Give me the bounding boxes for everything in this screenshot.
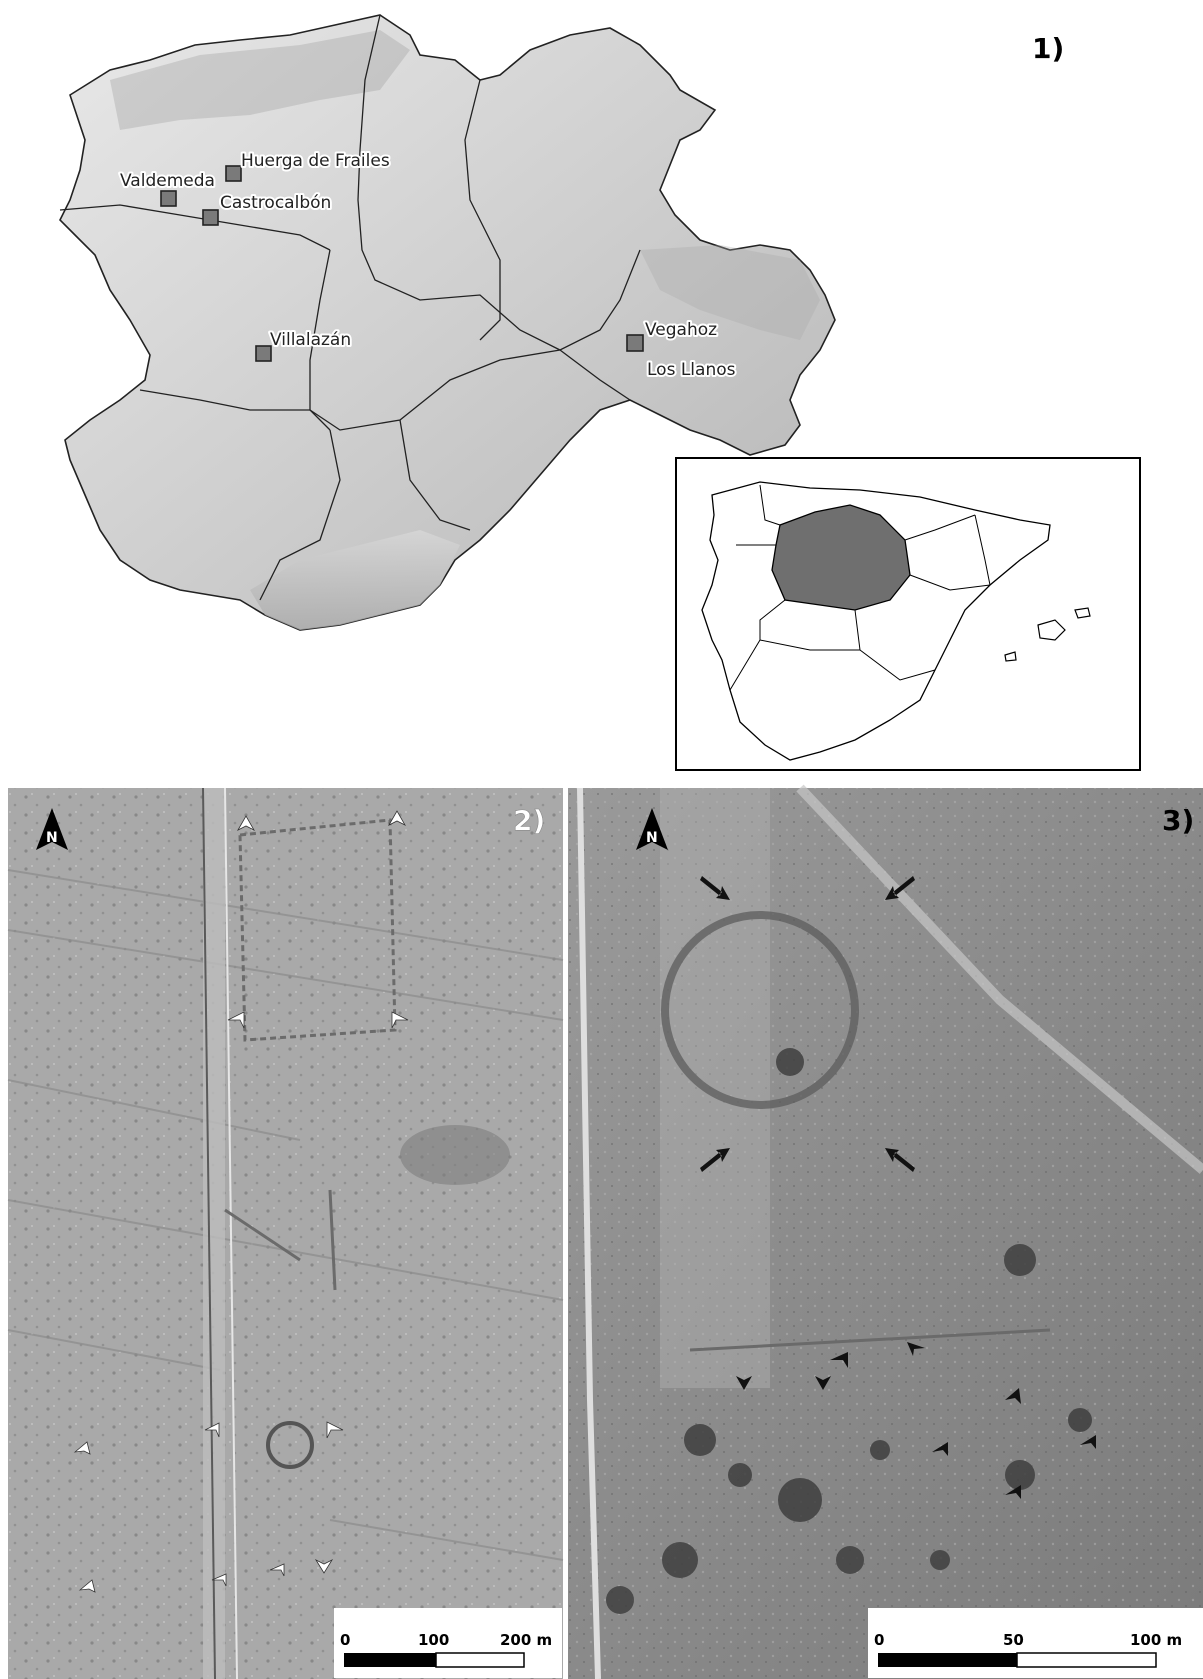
earthworks [224,818,397,1469]
road-left [577,787,601,1679]
diagonal-track [796,784,1203,1174]
svg-text:Vegahoz: Vegahoz [645,320,717,340]
site-labels: Huerga de Frailes Huerga de Frailes Vald… [118,149,738,382]
north-arrow-icon [636,808,668,850]
marker-valdemeda [160,190,177,207]
scale-bar-3-white [1016,1652,1157,1668]
panel-3-texture [568,788,1203,1679]
scale-3-tick-2: 100 m [1130,1631,1182,1649]
castilla-leon-relief [59,14,836,631]
label-valdemeda: Valdemeda [120,171,215,191]
black-arrowheads [736,1342,1096,1499]
inset-region-borders [729,484,991,691]
mountain-relief-east [640,245,820,340]
vegetation-patch [400,1125,510,1185]
panel-1-label: 1) [1032,32,1064,65]
north-arrow-icon [36,808,68,850]
panel-2-lidar-hillshade: N 2) 0 100 200 m [7,787,564,1679]
marker-vegahoz [626,334,644,352]
road-edge [202,787,216,1679]
label-los-llanos: Los Llanos [647,360,736,380]
road-edge [224,787,238,1679]
black-arrows [700,876,915,1172]
label-huerga-de-frailes: Huerga de Frailes [241,151,390,171]
panel-3-label: 3) [1162,804,1194,837]
scale-bar-2: 0 100 200 m [334,1608,562,1678]
site-markers [160,165,644,362]
balearic-islands [1004,607,1091,662]
svg-text:Valdemeda: Valdemeda [120,171,215,191]
scale-bar-3: 0 50 100 m [868,1608,1203,1678]
province-boundaries [59,14,641,601]
marker-castrocalbon [202,209,219,226]
scale-2-tick-1: 100 [418,1631,449,1649]
panel-2-label: 2) [513,804,545,837]
scale-2-tick-0: 0 [340,1631,350,1649]
north-label-2: N [46,830,58,846]
scale-3-tick-0: 0 [874,1631,884,1649]
scale-bar-3-black [878,1653,1017,1667]
mountain-relief-south [250,530,460,630]
scale-3-tick-1: 50 [1003,1631,1024,1649]
tree-clusters [606,1048,1092,1614]
label-vegahoz: Vegahoz [645,320,717,340]
panel-2-texture [8,788,563,1679]
label-castrocalbon: Castrocalbón [220,193,331,213]
north-arrow-3: N [636,808,668,850]
marker-huerga [225,165,242,182]
circular-enclosure [661,911,859,1109]
castilla-leon-inset [771,504,911,611]
label-villalazan: Villalazán [270,330,351,350]
field-strip [660,788,770,1388]
scale-2-tick-2: 200 m [500,1631,552,1649]
panel-1-regional-map: Huerga de Frailes Huerga de Frailes Vald… [59,14,1141,771]
svg-text:Los Llanos: Los Llanos [647,360,736,380]
panel-3-aerial-photo: N 3) 0 50 100 m [568,784,1203,1679]
svg-text:Villalazán: Villalazán [270,330,351,350]
road-track [203,788,225,1679]
svg-text:Huerga de Frailes: Huerga de Frailes [241,151,390,171]
scale-bar-2-black [344,1653,436,1667]
white-arrowheads [73,810,409,1593]
svg-text:Castrocalbón: Castrocalbón [220,193,331,213]
mountain-relief-north [110,30,410,130]
scale-bar-2-white [435,1652,525,1668]
linear-ditch [689,1328,1051,1352]
north-label-3: N [646,830,658,846]
north-arrow-2: N [36,808,68,850]
inset-iberia-map [675,457,1141,771]
marker-villalazan [255,345,272,362]
